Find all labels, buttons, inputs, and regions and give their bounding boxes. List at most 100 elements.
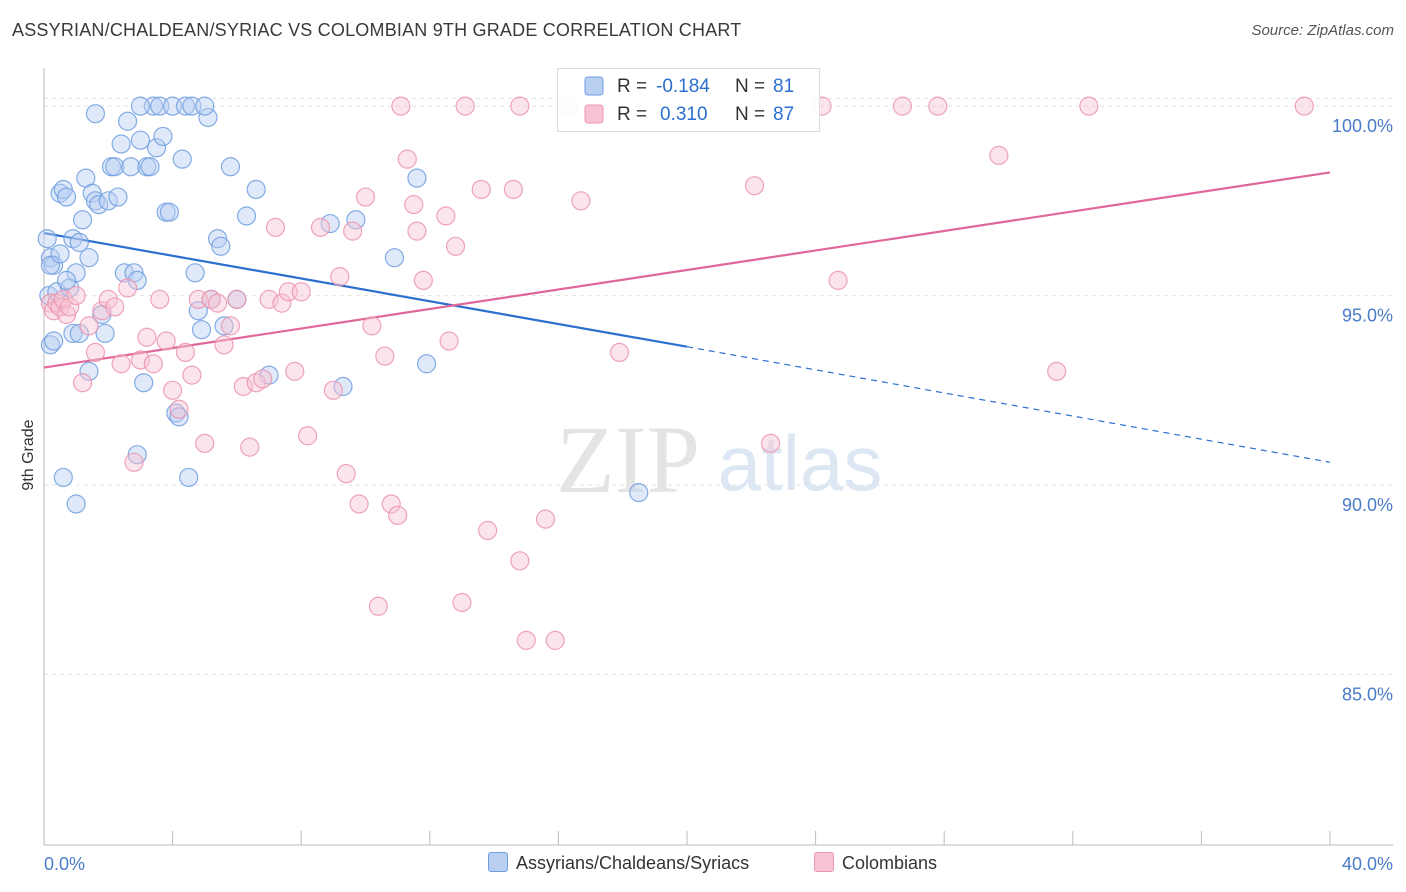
point-colombians xyxy=(143,354,163,374)
point-assyrians xyxy=(333,376,353,397)
point-colombians xyxy=(445,236,466,256)
point-colombians xyxy=(66,285,86,306)
point-colombians xyxy=(439,331,459,351)
point-colombians xyxy=(355,187,376,207)
point-colombians xyxy=(1079,96,1099,116)
point-assyrians xyxy=(159,202,179,222)
point-colombians xyxy=(72,373,93,393)
point-colombians xyxy=(117,278,138,298)
point-assyrians xyxy=(179,467,199,488)
point-assyrians xyxy=(37,229,57,249)
point-colombians xyxy=(455,96,475,116)
point-assyrians xyxy=(79,248,99,268)
point-assyrians xyxy=(98,191,118,211)
point-assyrians xyxy=(105,157,125,177)
data-points xyxy=(37,96,1314,650)
point-colombians xyxy=(343,221,363,241)
point-colombians xyxy=(169,399,189,419)
point-assyrians xyxy=(50,244,70,264)
trend-line-assyrians-extension xyxy=(686,346,1331,463)
point-assyrians xyxy=(407,168,427,188)
point-colombians xyxy=(130,350,151,370)
point-assyrians xyxy=(629,483,649,503)
point-colombians xyxy=(79,316,99,336)
point-colombians xyxy=(362,316,382,336)
watermark: ZIP atlas xyxy=(556,406,882,513)
point-assyrians xyxy=(85,104,106,124)
point-colombians xyxy=(208,293,228,313)
legend-r-value-assyrians: -0.184 xyxy=(656,76,710,97)
y-tick-label: 95.0% xyxy=(1342,306,1393,326)
y-tick-label: 100.0% xyxy=(1332,116,1393,136)
trend-line-assyrians xyxy=(43,231,688,348)
y-tick-labels: 85.0% 90.0% 95.0% 100.0% xyxy=(1332,116,1393,704)
point-colombians xyxy=(892,96,913,116)
legend-n-label: N = xyxy=(735,76,765,97)
point-colombians xyxy=(163,380,183,400)
point-colombians xyxy=(571,191,591,211)
x-tick-label-min: 0.0% xyxy=(44,854,85,874)
point-colombians xyxy=(227,289,247,309)
point-colombians xyxy=(156,331,176,351)
point-colombians xyxy=(391,96,411,116)
point-assyrians xyxy=(175,96,196,116)
point-colombians xyxy=(291,282,311,302)
point-colombians xyxy=(404,195,424,215)
point-assyrians xyxy=(134,373,154,393)
point-colombians xyxy=(503,179,523,200)
point-assyrians xyxy=(236,206,257,226)
point-assyrians xyxy=(166,403,186,423)
point-colombians xyxy=(1294,96,1314,116)
legend-r-value-colombians: 0.310 xyxy=(660,104,708,125)
point-colombians xyxy=(265,217,286,237)
point-assyrians xyxy=(95,323,115,344)
point-colombians xyxy=(609,342,630,363)
legend-swatch-assyrians xyxy=(584,76,604,96)
point-colombians xyxy=(375,346,395,366)
point-colombians xyxy=(760,433,781,453)
point-colombians xyxy=(744,176,765,196)
legend-label: Assyrians/Chaldeans/Syriacs xyxy=(516,853,750,873)
point-assyrians xyxy=(188,301,208,321)
point-colombians xyxy=(175,342,196,363)
trend-lines xyxy=(43,171,1331,463)
watermark-atlas: atlas xyxy=(718,419,883,507)
point-colombians xyxy=(545,630,565,650)
point-assyrians xyxy=(111,134,131,154)
point-colombians xyxy=(510,551,530,571)
point-assyrians xyxy=(72,210,93,230)
point-assyrians xyxy=(56,270,77,291)
point-assyrians xyxy=(191,320,212,340)
point-colombians xyxy=(105,297,125,317)
chart-title: ASSYRIAN/CHALDEAN/SYRIAC VS COLOMBIAN 9T… xyxy=(12,20,742,40)
point-assyrians xyxy=(384,248,405,268)
point-colombians xyxy=(53,289,73,309)
point-colombians xyxy=(349,494,369,514)
trend-line-colombians xyxy=(43,171,1331,369)
point-colombians xyxy=(259,289,279,309)
source-credit: Source: ZipAtlas.com xyxy=(1251,22,1394,39)
y-axis-label: 9th Grade xyxy=(20,419,37,490)
point-colombians xyxy=(214,335,234,355)
point-colombians xyxy=(124,452,144,472)
point-colombians xyxy=(535,509,556,529)
point-colombians xyxy=(928,96,948,116)
point-colombians xyxy=(336,464,356,484)
point-assyrians xyxy=(63,323,83,344)
point-colombians xyxy=(368,596,388,616)
point-colombians xyxy=(253,369,273,389)
point-assyrians xyxy=(195,96,215,116)
point-colombians xyxy=(272,293,292,313)
point-assyrians xyxy=(127,270,147,291)
point-colombians xyxy=(436,206,456,226)
point-colombians xyxy=(1047,361,1067,381)
point-colombians xyxy=(452,592,472,613)
point-assyrians xyxy=(130,130,151,150)
point-assyrians xyxy=(66,494,86,514)
point-assyrians xyxy=(66,263,86,283)
point-colombians xyxy=(510,96,530,116)
legend-n-value-colombians: 87 xyxy=(773,104,794,125)
point-assyrians xyxy=(320,213,340,234)
point-colombians xyxy=(471,179,491,200)
